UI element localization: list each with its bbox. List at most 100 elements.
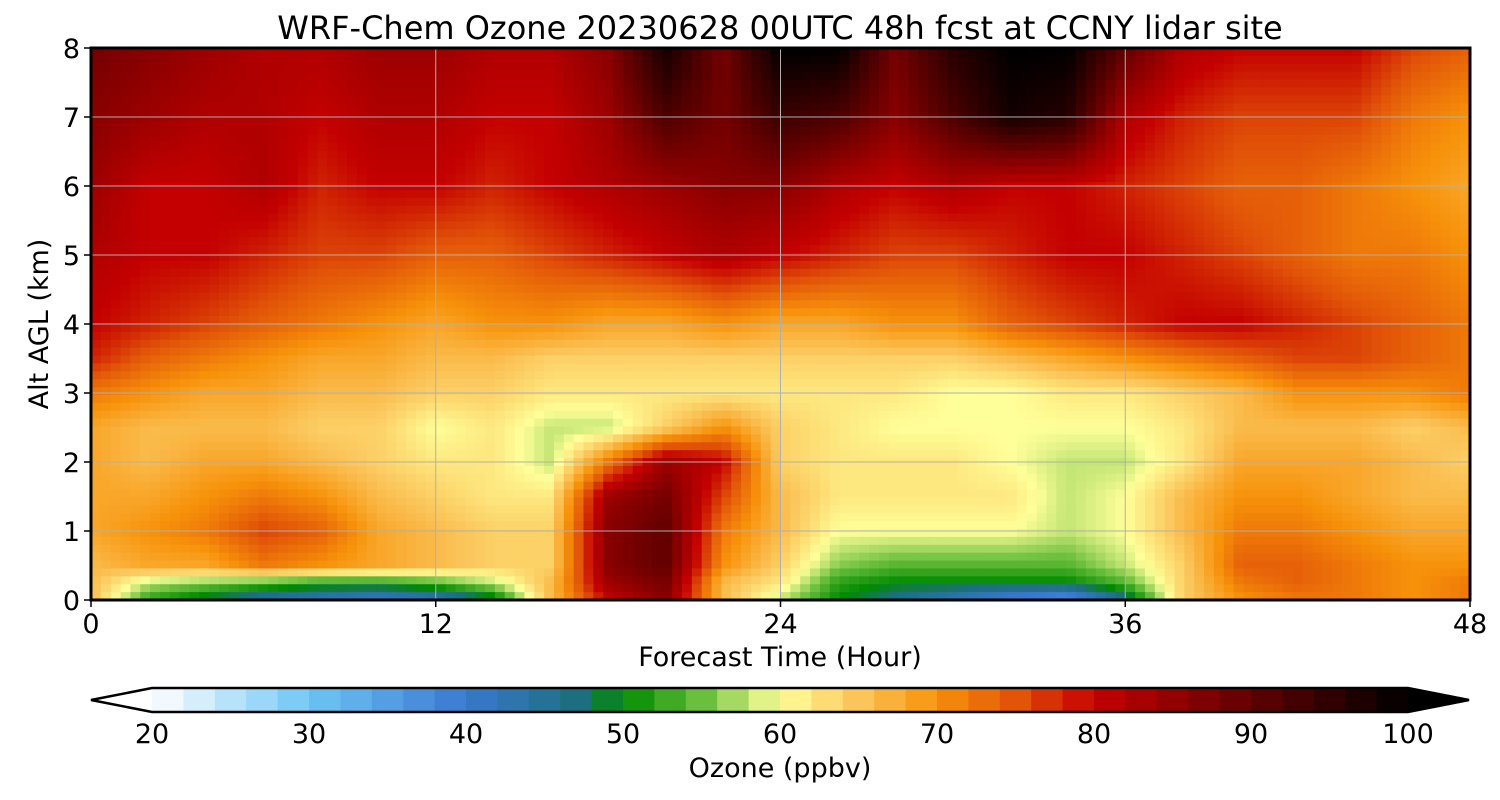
heatmap-cell — [1312, 111, 1323, 120]
heatmap-cell — [159, 229, 171, 238]
heatmap-cell — [928, 260, 939, 270]
heatmap-cell — [1253, 134, 1264, 144]
heatmap-cell — [514, 166, 525, 175]
heatmap-cell — [1332, 229, 1343, 238]
heatmap-cell — [1450, 118, 1461, 128]
heatmap-cell — [1154, 118, 1166, 128]
heatmap-cell — [1371, 229, 1382, 238]
heatmap-cell — [642, 205, 654, 215]
heatmap-cell — [1410, 174, 1422, 183]
heatmap-cell — [819, 205, 831, 215]
heatmap-cell — [1194, 284, 1205, 294]
heatmap-cell — [632, 63, 644, 73]
heatmap-cell — [1391, 158, 1402, 167]
heatmap-cell — [1391, 245, 1402, 254]
heatmap-cell — [120, 213, 131, 223]
heatmap-cell — [140, 174, 151, 183]
heatmap-cell — [1036, 260, 1048, 270]
heatmap-cell — [1066, 245, 1077, 254]
heatmap-cell — [947, 158, 959, 167]
heatmap-cell — [445, 324, 457, 333]
heatmap-cell — [1282, 126, 1294, 136]
heatmap-cell — [583, 48, 594, 57]
heatmap-cell — [159, 48, 171, 57]
heatmap-cell — [957, 71, 969, 81]
heatmap-cell — [691, 118, 703, 128]
heatmap-cell — [790, 284, 801, 294]
heatmap-cell — [1381, 55, 1392, 65]
heatmap-cell — [790, 316, 801, 325]
heatmap-cell — [810, 197, 821, 207]
heatmap-cell — [1351, 142, 1363, 152]
heatmap-cell — [1341, 79, 1353, 89]
heatmap-cell — [396, 245, 407, 254]
heatmap-cell — [967, 111, 979, 120]
heatmap-cell — [1410, 63, 1422, 73]
heatmap-cell — [376, 79, 388, 89]
heatmap-cell — [1312, 237, 1323, 246]
heatmap-cell — [1154, 103, 1166, 112]
heatmap-cell — [1036, 276, 1048, 286]
heatmap-cell — [898, 292, 910, 301]
heatmap-cell — [317, 268, 328, 278]
heatmap-cell — [416, 174, 427, 183]
heatmap-cell — [494, 71, 506, 81]
heatmap-cell — [366, 134, 378, 144]
heatmap-cell — [514, 158, 525, 167]
heatmap-cell — [1144, 79, 1156, 89]
heatmap-cell — [1105, 268, 1116, 278]
heatmap-cell — [1046, 79, 1057, 89]
heatmap-cell — [544, 229, 555, 238]
heatmap-cell — [642, 324, 654, 333]
heatmap-cell — [524, 142, 535, 152]
heatmap-cell — [1095, 308, 1107, 317]
heatmap-cell — [1105, 118, 1116, 128]
heatmap-cell — [445, 158, 457, 167]
heatmap-cell — [1026, 63, 1038, 73]
heatmap-cell — [760, 87, 772, 96]
heatmap-cell — [642, 253, 654, 262]
heatmap-cell — [475, 103, 486, 112]
heatmap-cell — [1322, 174, 1333, 183]
heatmap-cell — [859, 316, 870, 325]
heatmap-cell — [1341, 308, 1353, 317]
heatmap-cell — [455, 205, 466, 215]
heatmap-cell — [829, 79, 841, 89]
heatmap-cell — [1125, 229, 1136, 238]
heatmap-cell — [1125, 174, 1136, 183]
heatmap-cell — [1026, 48, 1038, 57]
heatmap-cell — [1194, 103, 1205, 112]
heatmap-cell — [1332, 71, 1343, 81]
heatmap-cell — [91, 284, 102, 294]
heatmap-cell — [1341, 205, 1353, 215]
heatmap-cell — [819, 189, 831, 199]
heatmap-cell — [1194, 213, 1205, 223]
heatmap-cell — [622, 48, 634, 57]
heatmap-cell — [268, 118, 279, 128]
heatmap-cell — [504, 150, 516, 159]
heatmap-cell — [297, 158, 309, 167]
heatmap-cell — [790, 197, 801, 207]
heatmap-cell — [662, 324, 673, 333]
heatmap-cell — [534, 260, 545, 270]
heatmap-cell — [455, 300, 466, 309]
heatmap-cell — [1066, 79, 1077, 89]
heatmap-cell — [1154, 284, 1166, 294]
heatmap-cell — [1322, 197, 1333, 207]
heatmap-cell — [770, 166, 782, 175]
heatmap-cell — [947, 142, 959, 152]
heatmap-cell — [376, 260, 388, 270]
heatmap-cell — [366, 166, 378, 175]
heatmap-cell — [219, 276, 230, 286]
heatmap-cell — [534, 276, 545, 286]
heatmap-cell — [1440, 276, 1451, 286]
heatmap-cell — [494, 158, 506, 167]
heatmap-cell — [179, 103, 191, 112]
heatmap-cell — [938, 118, 949, 128]
heatmap-cell — [1361, 158, 1373, 167]
heatmap-cell — [327, 55, 338, 65]
heatmap-cell — [603, 95, 614, 104]
heatmap-cell — [140, 150, 151, 159]
heatmap-cell — [672, 55, 683, 65]
heatmap-cell — [1213, 87, 1225, 96]
